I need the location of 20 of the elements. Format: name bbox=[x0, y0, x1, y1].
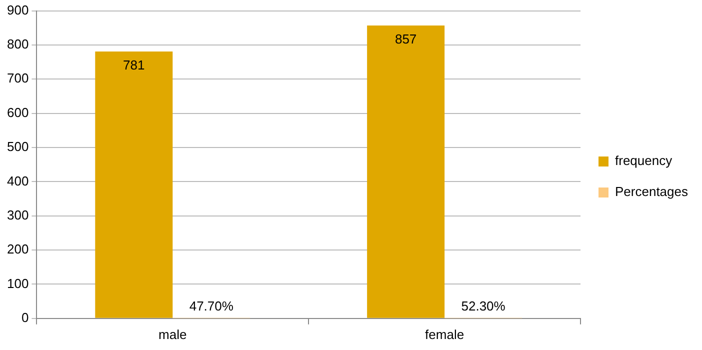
bar bbox=[95, 51, 173, 318]
data-label: 781 bbox=[123, 58, 145, 73]
y-tick-label: 900 bbox=[6, 2, 29, 18]
data-label: 52.30% bbox=[461, 298, 506, 314]
y-tick-label: 300 bbox=[6, 207, 29, 222]
y-tick-label: 100 bbox=[6, 276, 29, 291]
legend-label: Percentages bbox=[615, 184, 688, 200]
y-tick-label: 400 bbox=[6, 173, 29, 188]
y-tick-label: 0 bbox=[21, 310, 29, 325]
y-tick-label: 600 bbox=[6, 104, 29, 120]
data-label: 47.70% bbox=[189, 298, 234, 314]
x-tick-label: female bbox=[425, 326, 464, 342]
data-label: 857 bbox=[394, 32, 417, 47]
y-tick-label: 500 bbox=[6, 139, 29, 154]
x-tick-label: male bbox=[158, 326, 187, 342]
y-tick-label: 800 bbox=[6, 36, 29, 52]
bar bbox=[367, 25, 445, 318]
legend-label: frequency bbox=[615, 153, 673, 168]
y-tick-label: 700 bbox=[6, 70, 29, 86]
y-tick-label: 200 bbox=[6, 242, 29, 257]
